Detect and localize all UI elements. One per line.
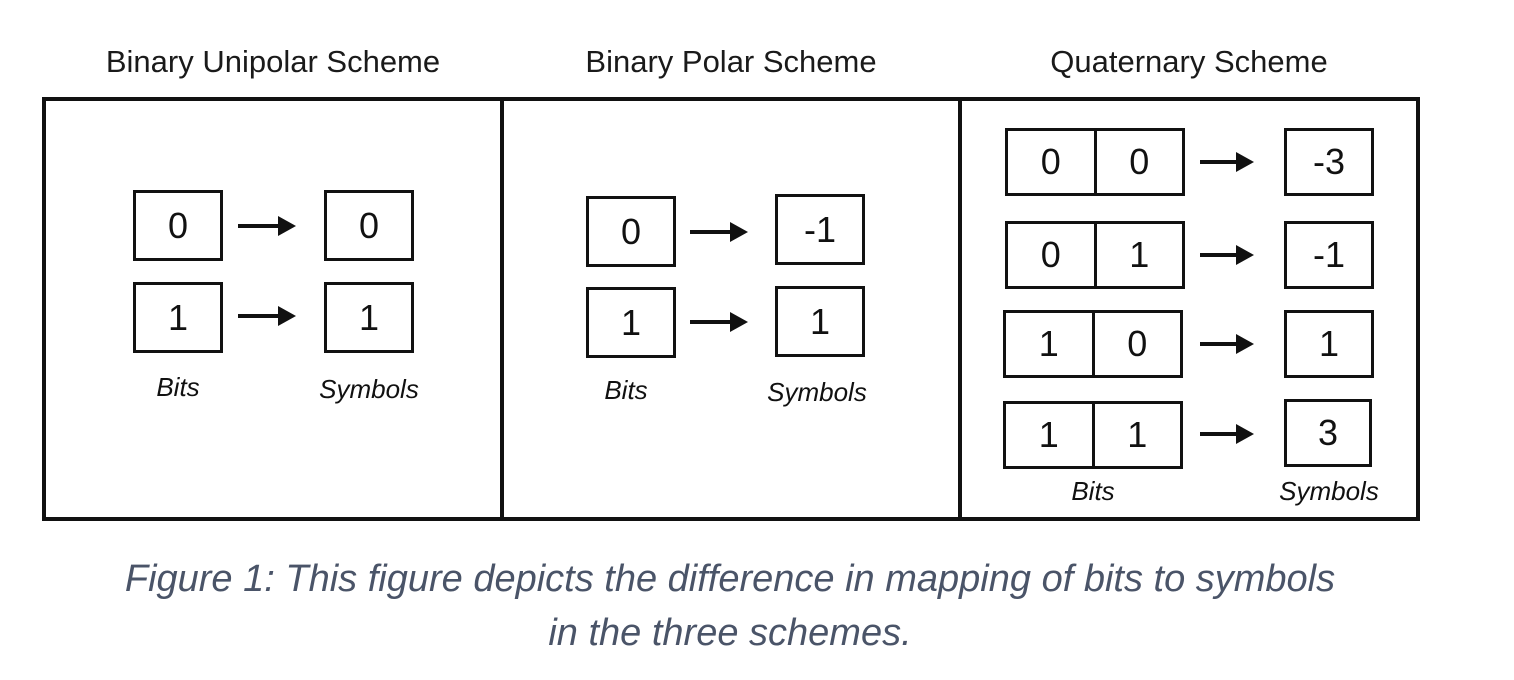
- bit-cell: 1: [1038, 323, 1059, 364]
- bit-cell: 0: [1040, 234, 1061, 275]
- bit-box: 0: [133, 190, 223, 261]
- mapping-arrow-icon: [238, 306, 296, 326]
- symbols-label: Symbols: [319, 374, 419, 404]
- bit-box: 0: [586, 196, 676, 267]
- bit-pair-box: 0 0: [1005, 128, 1185, 196]
- quaternary-title: Quaternary Scheme: [1050, 44, 1328, 79]
- diagram-frame: [42, 97, 1420, 521]
- mapping-arrow-icon: [1200, 152, 1254, 172]
- symbol-box: -1: [1284, 221, 1374, 289]
- bit-cell: 1: [1091, 404, 1181, 466]
- bit-box: 1: [133, 282, 223, 353]
- caption-line-1: Figure 1: This figure depicts the differ…: [124, 558, 1336, 600]
- bit-pair-box: 1 0: [1003, 310, 1183, 378]
- bits-label: Bits: [604, 375, 648, 405]
- panel-divider: [958, 97, 962, 521]
- symbol-box: 1: [324, 282, 414, 353]
- bits-label: Bits: [1071, 476, 1115, 506]
- symbols-label: Symbols: [1279, 476, 1379, 506]
- symbol-box: 3: [1284, 399, 1372, 467]
- bit-cell: 1: [1038, 414, 1059, 455]
- mapping-arrow-icon: [1200, 334, 1254, 354]
- symbol-box: -1: [775, 194, 865, 265]
- mapping-arrow-icon: [690, 312, 748, 332]
- bit-pair-box: 1 1: [1003, 401, 1183, 469]
- symbol-box: -3: [1284, 128, 1374, 196]
- caption-line-2: in the three schemes.: [548, 612, 912, 654]
- mapping-arrow-icon: [690, 222, 748, 242]
- symbol-box: 0: [324, 190, 414, 261]
- bit-box: 1: [586, 287, 676, 358]
- figure-caption: Figure 1: This figure depicts the differ…: [0, 552, 1460, 660]
- bit-cell: 0: [1040, 141, 1061, 182]
- mapping-arrow-icon: [238, 216, 296, 236]
- binary-polar-title: Binary Polar Scheme: [585, 44, 877, 79]
- binary-unipolar-title: Binary Unipolar Scheme: [105, 44, 441, 79]
- bit-cell: 1: [1093, 224, 1183, 286]
- bit-pair-box: 0 1: [1005, 221, 1185, 289]
- symbol-box: 1: [1284, 310, 1374, 378]
- bits-label: Bits: [156, 372, 200, 402]
- symbols-label: Symbols: [767, 377, 867, 407]
- mapping-arrow-icon: [1200, 245, 1254, 265]
- symbol-box: 1: [775, 286, 865, 357]
- bit-cell: 0: [1093, 131, 1183, 193]
- mapping-arrow-icon: [1200, 424, 1254, 444]
- panel-divider: [500, 97, 504, 521]
- bit-cell: 0: [1091, 313, 1181, 375]
